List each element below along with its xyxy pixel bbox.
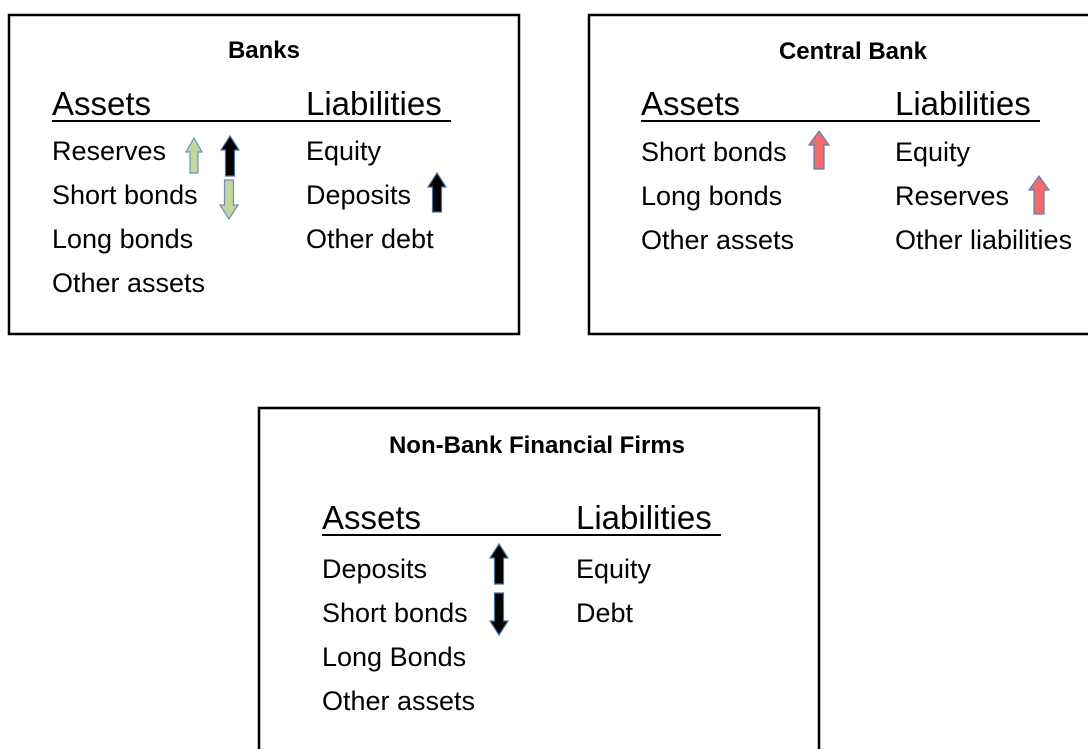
arrow-up xyxy=(1027,174,1051,215)
panel-box xyxy=(257,406,821,749)
liability-item: Debt xyxy=(576,598,634,628)
asset-item: Other assets xyxy=(641,225,794,255)
arrow-up xyxy=(219,134,241,177)
liability-item: Equity xyxy=(576,554,652,584)
asset-item: Deposits xyxy=(322,554,427,584)
panel-title: Non-Bank Financial Firms xyxy=(389,432,685,459)
liabilities-heading: Liabilities xyxy=(306,85,442,122)
assets-heading: Assets xyxy=(322,499,421,536)
panel-title: Central Bank xyxy=(779,38,928,65)
asset-item: Long bonds xyxy=(641,181,782,211)
asset-item: Other assets xyxy=(322,686,475,716)
arrow-up xyxy=(488,542,510,585)
arrow-up xyxy=(426,171,448,213)
liability-item: Other debt xyxy=(306,224,434,254)
asset-item: Other assets xyxy=(52,268,205,298)
liability-item: Equity xyxy=(306,136,382,166)
liabilities-heading: Liabilities xyxy=(895,85,1031,122)
asset-item: Reserves xyxy=(52,136,166,166)
arrow-up xyxy=(184,136,204,174)
liability-item: Other liabilities xyxy=(895,225,1072,255)
asset-item: Short bonds xyxy=(322,598,468,628)
panel-box xyxy=(7,13,521,336)
asset-item: Short bonds xyxy=(641,137,787,167)
arrow-down xyxy=(488,592,510,637)
arrow-up xyxy=(807,129,831,170)
asset-item: Long bonds xyxy=(52,224,193,254)
liabilities-heading: Liabilities xyxy=(576,499,712,536)
liability-item: Equity xyxy=(895,137,971,167)
liability-item: Deposits xyxy=(306,180,411,210)
assets-heading: Assets xyxy=(641,85,740,122)
panel-title: Banks xyxy=(228,37,300,64)
asset-item: Long Bonds xyxy=(322,642,466,672)
panel-box xyxy=(587,13,1088,336)
arrow-down xyxy=(218,179,240,221)
assets-heading: Assets xyxy=(52,85,151,122)
liability-item: Reserves xyxy=(895,181,1009,211)
asset-item: Short bonds xyxy=(52,180,198,210)
